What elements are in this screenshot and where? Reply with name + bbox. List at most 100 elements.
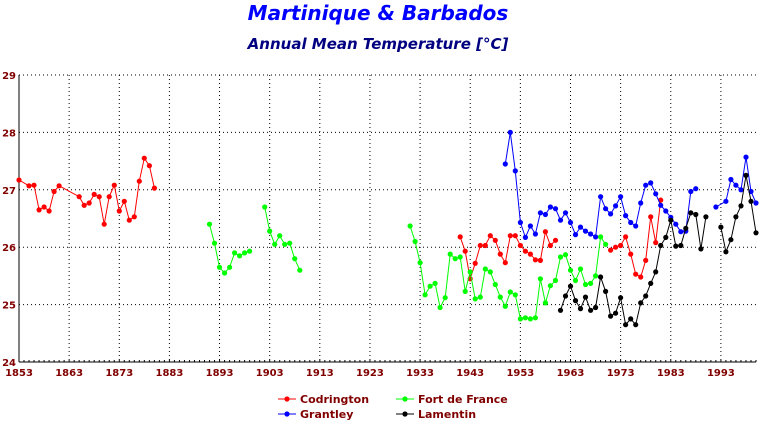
data-point <box>487 233 493 239</box>
data-point <box>738 187 744 193</box>
chart-title: Martinique & Barbados <box>248 1 509 25</box>
data-point <box>608 313 614 319</box>
series-lamentin <box>557 172 759 328</box>
data-point <box>462 248 468 254</box>
x-tick-label: 1883 <box>155 368 183 379</box>
data-point <box>517 219 524 226</box>
chart-subtitle: Annual Mean Temperature [°C] <box>247 35 509 53</box>
x-tick-label: 1953 <box>506 368 534 379</box>
data-point <box>542 300 549 306</box>
data-point <box>567 219 574 226</box>
data-point <box>613 310 619 316</box>
data-point <box>613 244 619 250</box>
data-point <box>542 211 549 218</box>
series-fort-de-france <box>206 204 609 322</box>
data-point <box>512 233 518 239</box>
data-point <box>46 208 52 214</box>
data-point <box>628 316 634 322</box>
data-point <box>582 294 589 300</box>
data-point <box>678 242 684 249</box>
x-tick-label: 1983 <box>657 368 685 379</box>
data-point <box>477 294 483 300</box>
data-point <box>618 242 624 249</box>
data-point <box>598 234 604 240</box>
data-point <box>232 250 238 256</box>
data-point <box>507 129 513 135</box>
data-point <box>743 172 749 178</box>
data-point <box>106 194 112 200</box>
data-point <box>723 249 729 255</box>
data-point <box>26 183 32 189</box>
data-point <box>116 208 122 214</box>
data-point <box>552 277 559 284</box>
data-point <box>216 264 223 270</box>
data-point <box>532 257 539 263</box>
x-tick-label: 1963 <box>557 368 585 379</box>
data-point <box>628 219 634 226</box>
legend-item-codrington: Codrington <box>278 393 369 406</box>
series-line <box>610 200 662 278</box>
data-point <box>618 295 624 301</box>
x-tick-label: 1903 <box>256 368 284 379</box>
x-tick-label: 1853 <box>5 368 33 379</box>
data-point <box>582 228 589 234</box>
data-point <box>572 232 579 238</box>
data-point <box>472 296 478 302</box>
data-point <box>417 260 423 266</box>
data-point <box>262 204 268 210</box>
data-point <box>297 267 303 273</box>
y-tick-label: 26 <box>2 243 16 254</box>
data-point <box>277 233 283 239</box>
data-point <box>733 214 739 220</box>
legend-label: Codrington <box>300 393 369 406</box>
x-tick-label: 1873 <box>105 368 133 379</box>
data-point <box>16 177 22 183</box>
data-point <box>452 256 458 262</box>
data-point <box>663 208 669 214</box>
data-point <box>643 257 649 263</box>
data-point <box>567 283 574 289</box>
legend-label: Grantley <box>300 408 353 421</box>
data-point <box>658 242 664 249</box>
data-point <box>51 188 57 195</box>
series-grantley <box>502 129 759 240</box>
data-point <box>517 242 524 249</box>
legend: Codrington Fort de France Grantley Lamentin <box>278 393 508 421</box>
data-point <box>547 242 554 249</box>
data-point <box>146 163 152 169</box>
data-point <box>738 203 744 209</box>
data-point <box>211 240 218 246</box>
data-point <box>608 211 614 217</box>
data-point <box>527 223 534 229</box>
series-layer <box>16 129 759 328</box>
data-point <box>723 198 729 204</box>
data-point <box>608 247 614 253</box>
y-tick-label: 24 <box>2 358 16 369</box>
data-point <box>447 251 453 257</box>
series-line <box>459 229 556 279</box>
data-point <box>487 269 493 275</box>
data-point <box>643 293 649 299</box>
data-point <box>603 288 609 294</box>
data-point <box>547 204 554 210</box>
data-point <box>593 304 599 311</box>
legend-item-fort-de-france: Fort de France <box>396 393 508 406</box>
data-point <box>512 168 518 174</box>
y-tick-label: 27 <box>2 186 16 197</box>
series-line <box>504 132 697 239</box>
data-point <box>282 241 288 247</box>
data-point <box>567 267 574 273</box>
data-point <box>728 176 734 183</box>
data-point <box>36 207 42 213</box>
data-point <box>457 254 463 260</box>
data-point <box>502 303 508 309</box>
data-point <box>653 240 659 246</box>
data-point <box>593 234 599 240</box>
data-point <box>613 203 619 209</box>
data-point <box>603 241 609 247</box>
data-point <box>718 224 724 230</box>
data-point <box>653 269 659 275</box>
data-point <box>577 306 584 312</box>
data-point <box>412 238 418 245</box>
